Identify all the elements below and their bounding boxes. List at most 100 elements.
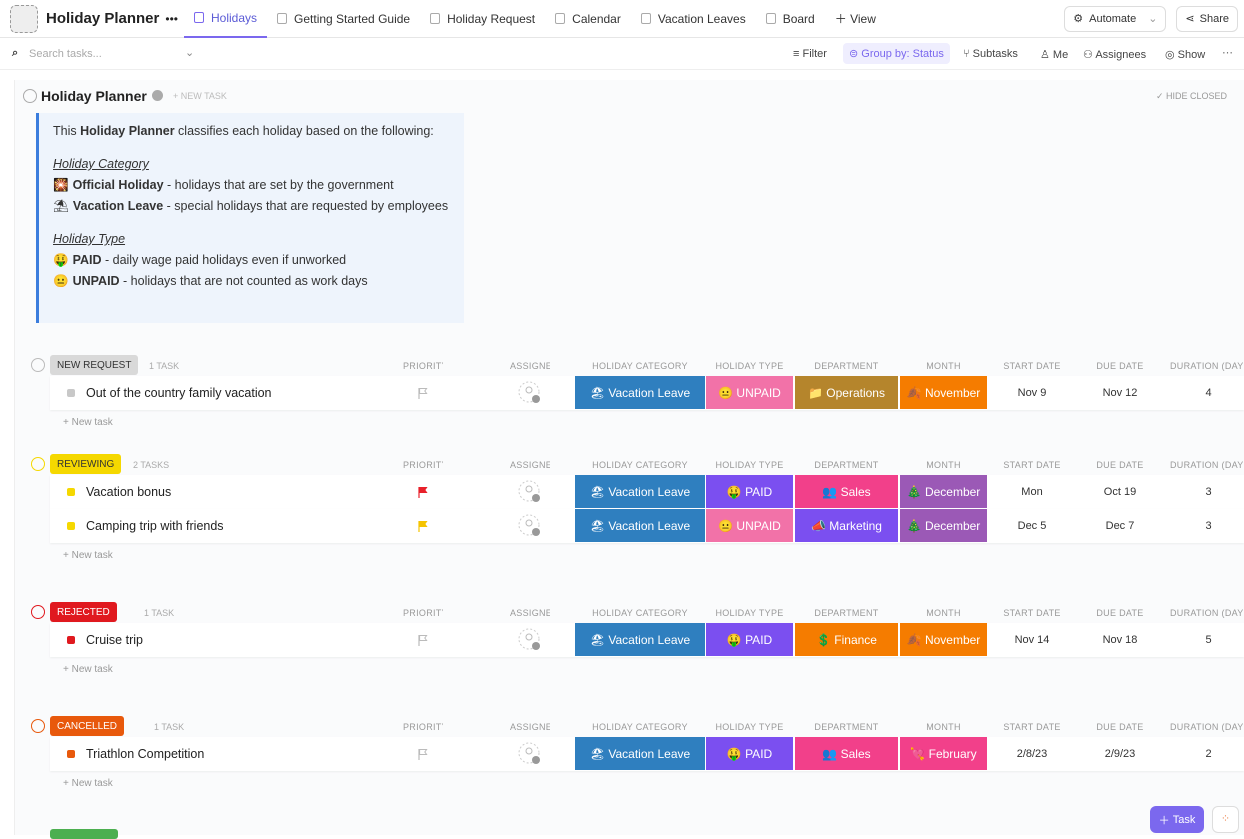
- view-tab[interactable]: Vacation Leaves: [631, 0, 756, 38]
- view-tab[interactable]: Getting Started Guide: [267, 0, 420, 38]
- group-toggle[interactable]: [31, 719, 45, 733]
- info-icon[interactable]: [152, 90, 163, 101]
- item-icon: 🎇: [53, 178, 69, 192]
- field-due[interactable]: Nov 12: [1102, 387, 1138, 399]
- new-task-link[interactable]: + NEW TASK: [173, 91, 227, 101]
- field-type[interactable]: 🤑 PAID: [706, 737, 793, 770]
- field-type[interactable]: 🤑 PAID: [706, 623, 793, 656]
- view-tab[interactable]: Board: [756, 0, 825, 38]
- field-month[interactable]: 🍂 November: [900, 623, 987, 656]
- field-start[interactable]: Dec 5: [1017, 520, 1047, 532]
- priority-flag[interactable]: [403, 623, 443, 657]
- filter-label: Filter: [802, 48, 827, 60]
- add-view[interactable]: ＋ View: [834, 11, 876, 27]
- search-dropdown[interactable]: ⌄: [185, 47, 195, 59]
- field-department[interactable]: 📣 Marketing: [795, 509, 898, 542]
- priority-flag[interactable]: [403, 475, 443, 509]
- field-month[interactable]: 💘 February: [900, 737, 987, 770]
- task-row[interactable]: Triathlon Competition 🏖 Vacation Leave 🤑 P…: [50, 737, 1244, 771]
- item-label: Official Holiday: [72, 178, 164, 192]
- intro-text: This: [53, 124, 81, 138]
- field-start[interactable]: Mon: [1021, 486, 1043, 498]
- apps-button[interactable]: ⁘: [1212, 806, 1239, 833]
- assignee-avatar[interactable]: [510, 376, 550, 410]
- column-header: HOLIDAY CATEGORY: [592, 361, 688, 371]
- field-start[interactable]: Nov 9: [1017, 387, 1047, 399]
- group-toggle[interactable]: [31, 457, 45, 471]
- assignee-avatar[interactable]: [510, 737, 550, 771]
- field-department[interactable]: 👥 Sales: [795, 737, 898, 770]
- assignees-button[interactable]: ⚇ Assignees: [1083, 49, 1147, 61]
- view-tab[interactable]: Holidays: [183, 0, 268, 38]
- field-duration[interactable]: 2: [1205, 748, 1212, 760]
- field-start[interactable]: 2/8/23: [1016, 748, 1048, 760]
- column-header: HOLIDAY CATEGORY: [592, 722, 688, 732]
- field-type[interactable]: 🤑 PAID: [706, 475, 793, 508]
- field-month[interactable]: 🍂 November: [900, 376, 987, 409]
- add-task-fab[interactable]: ＋ Task: [1150, 806, 1204, 833]
- field-duration[interactable]: 5: [1205, 634, 1212, 646]
- me-button[interactable]: ♙ Me: [1040, 49, 1069, 61]
- field-month[interactable]: 🎄 December: [900, 475, 987, 508]
- priority-flag[interactable]: [403, 376, 443, 410]
- filter-button[interactable]: ≡ Filter: [793, 48, 827, 60]
- field-category[interactable]: 🏖 Vacation Leave: [575, 376, 705, 409]
- more-menu[interactable]: •••: [165, 11, 178, 26]
- hide-closed[interactable]: ✓ HIDE CLOSED: [1156, 91, 1228, 101]
- new-task-link[interactable]: + New task: [63, 778, 113, 789]
- task-row[interactable]: Cruise trip 🏖 Vacation Leave 🤑 PAID 💲 Finan…: [50, 623, 1244, 657]
- field-category[interactable]: 🏖 Vacation Leave: [575, 475, 705, 508]
- view-tab[interactable]: Holiday Request: [420, 0, 545, 38]
- field-department[interactable]: 💲 Finance: [795, 623, 898, 656]
- task-row[interactable]: Out of the country family vacation 🏖 Vaca…: [50, 376, 1244, 410]
- field-duration[interactable]: 3: [1205, 486, 1212, 498]
- assignee-avatar[interactable]: [510, 509, 550, 543]
- field-category[interactable]: 🏖 Vacation Leave: [575, 737, 705, 770]
- view-tab[interactable]: Calendar: [545, 0, 631, 38]
- show-button[interactable]: ◎ Show: [1165, 49, 1206, 61]
- task-row[interactable]: Camping trip with friends 🏖 Vacation Leav…: [50, 509, 1244, 543]
- search-input[interactable]: Search tasks...: [29, 48, 102, 60]
- field-month[interactable]: 🎄 December: [900, 509, 987, 542]
- new-task-link[interactable]: + New task: [63, 550, 113, 561]
- list-title[interactable]: Holiday Planner: [46, 10, 160, 27]
- subtasks-button[interactable]: ⑂ Subtasks: [963, 48, 1018, 60]
- assignee-avatar[interactable]: [510, 623, 550, 657]
- field-due[interactable]: Nov 18: [1102, 634, 1138, 646]
- field-due[interactable]: 2/9/23: [1104, 748, 1136, 760]
- group-toggle[interactable]: [31, 358, 45, 372]
- column-header: DUE DATE: [1096, 722, 1144, 732]
- collapse-toggle[interactable]: [23, 89, 37, 103]
- status-pill: NEW REQUEST: [50, 355, 139, 375]
- automate-button[interactable]: ⚙ Automate ⌄: [1064, 5, 1167, 32]
- share-button[interactable]: ⋖ Share: [1176, 5, 1238, 32]
- tab-label: Holidays: [210, 10, 258, 25]
- more-options[interactable]: ⋯: [1222, 47, 1233, 59]
- task-row[interactable]: Vacation bonus 🏖 Vacation Leave 🤑 PAID 👥 Sa…: [50, 475, 1244, 509]
- section-heading: Holiday Category: [53, 157, 149, 171]
- column-header: DURATION (DAYS): [1170, 460, 1244, 470]
- field-category[interactable]: 🏖 Vacation Leave: [575, 509, 705, 542]
- group-by-button[interactable]: ⊜ Group by: Status: [843, 43, 950, 64]
- item-label: UNPAID: [72, 274, 120, 288]
- field-category[interactable]: 🏖 Vacation Leave: [575, 623, 705, 656]
- new-task-link[interactable]: + New task: [63, 417, 113, 428]
- field-duration[interactable]: 4: [1205, 387, 1212, 399]
- field-department[interactable]: 👥 Sales: [795, 475, 898, 508]
- priority-flag[interactable]: [403, 509, 443, 543]
- priority-flag[interactable]: [403, 737, 443, 771]
- field-due[interactable]: Dec 7: [1105, 520, 1135, 532]
- space-icon[interactable]: [10, 4, 38, 33]
- group-toggle[interactable]: [31, 605, 45, 619]
- next-group-status: [50, 829, 118, 839]
- new-task-link[interactable]: + New task: [63, 664, 113, 675]
- assignee-avatar[interactable]: [510, 475, 550, 509]
- field-type[interactable]: 😐 UNPAID: [706, 376, 793, 409]
- field-department[interactable]: 📁 Operations: [795, 376, 898, 409]
- field-due[interactable]: Oct 19: [1103, 486, 1137, 498]
- show-label: Show: [1177, 49, 1206, 61]
- search-icon: ⌕: [12, 47, 19, 59]
- field-duration[interactable]: 3: [1205, 520, 1212, 532]
- field-type[interactable]: 😐 UNPAID: [706, 509, 793, 542]
- field-start[interactable]: Nov 14: [1014, 634, 1050, 646]
